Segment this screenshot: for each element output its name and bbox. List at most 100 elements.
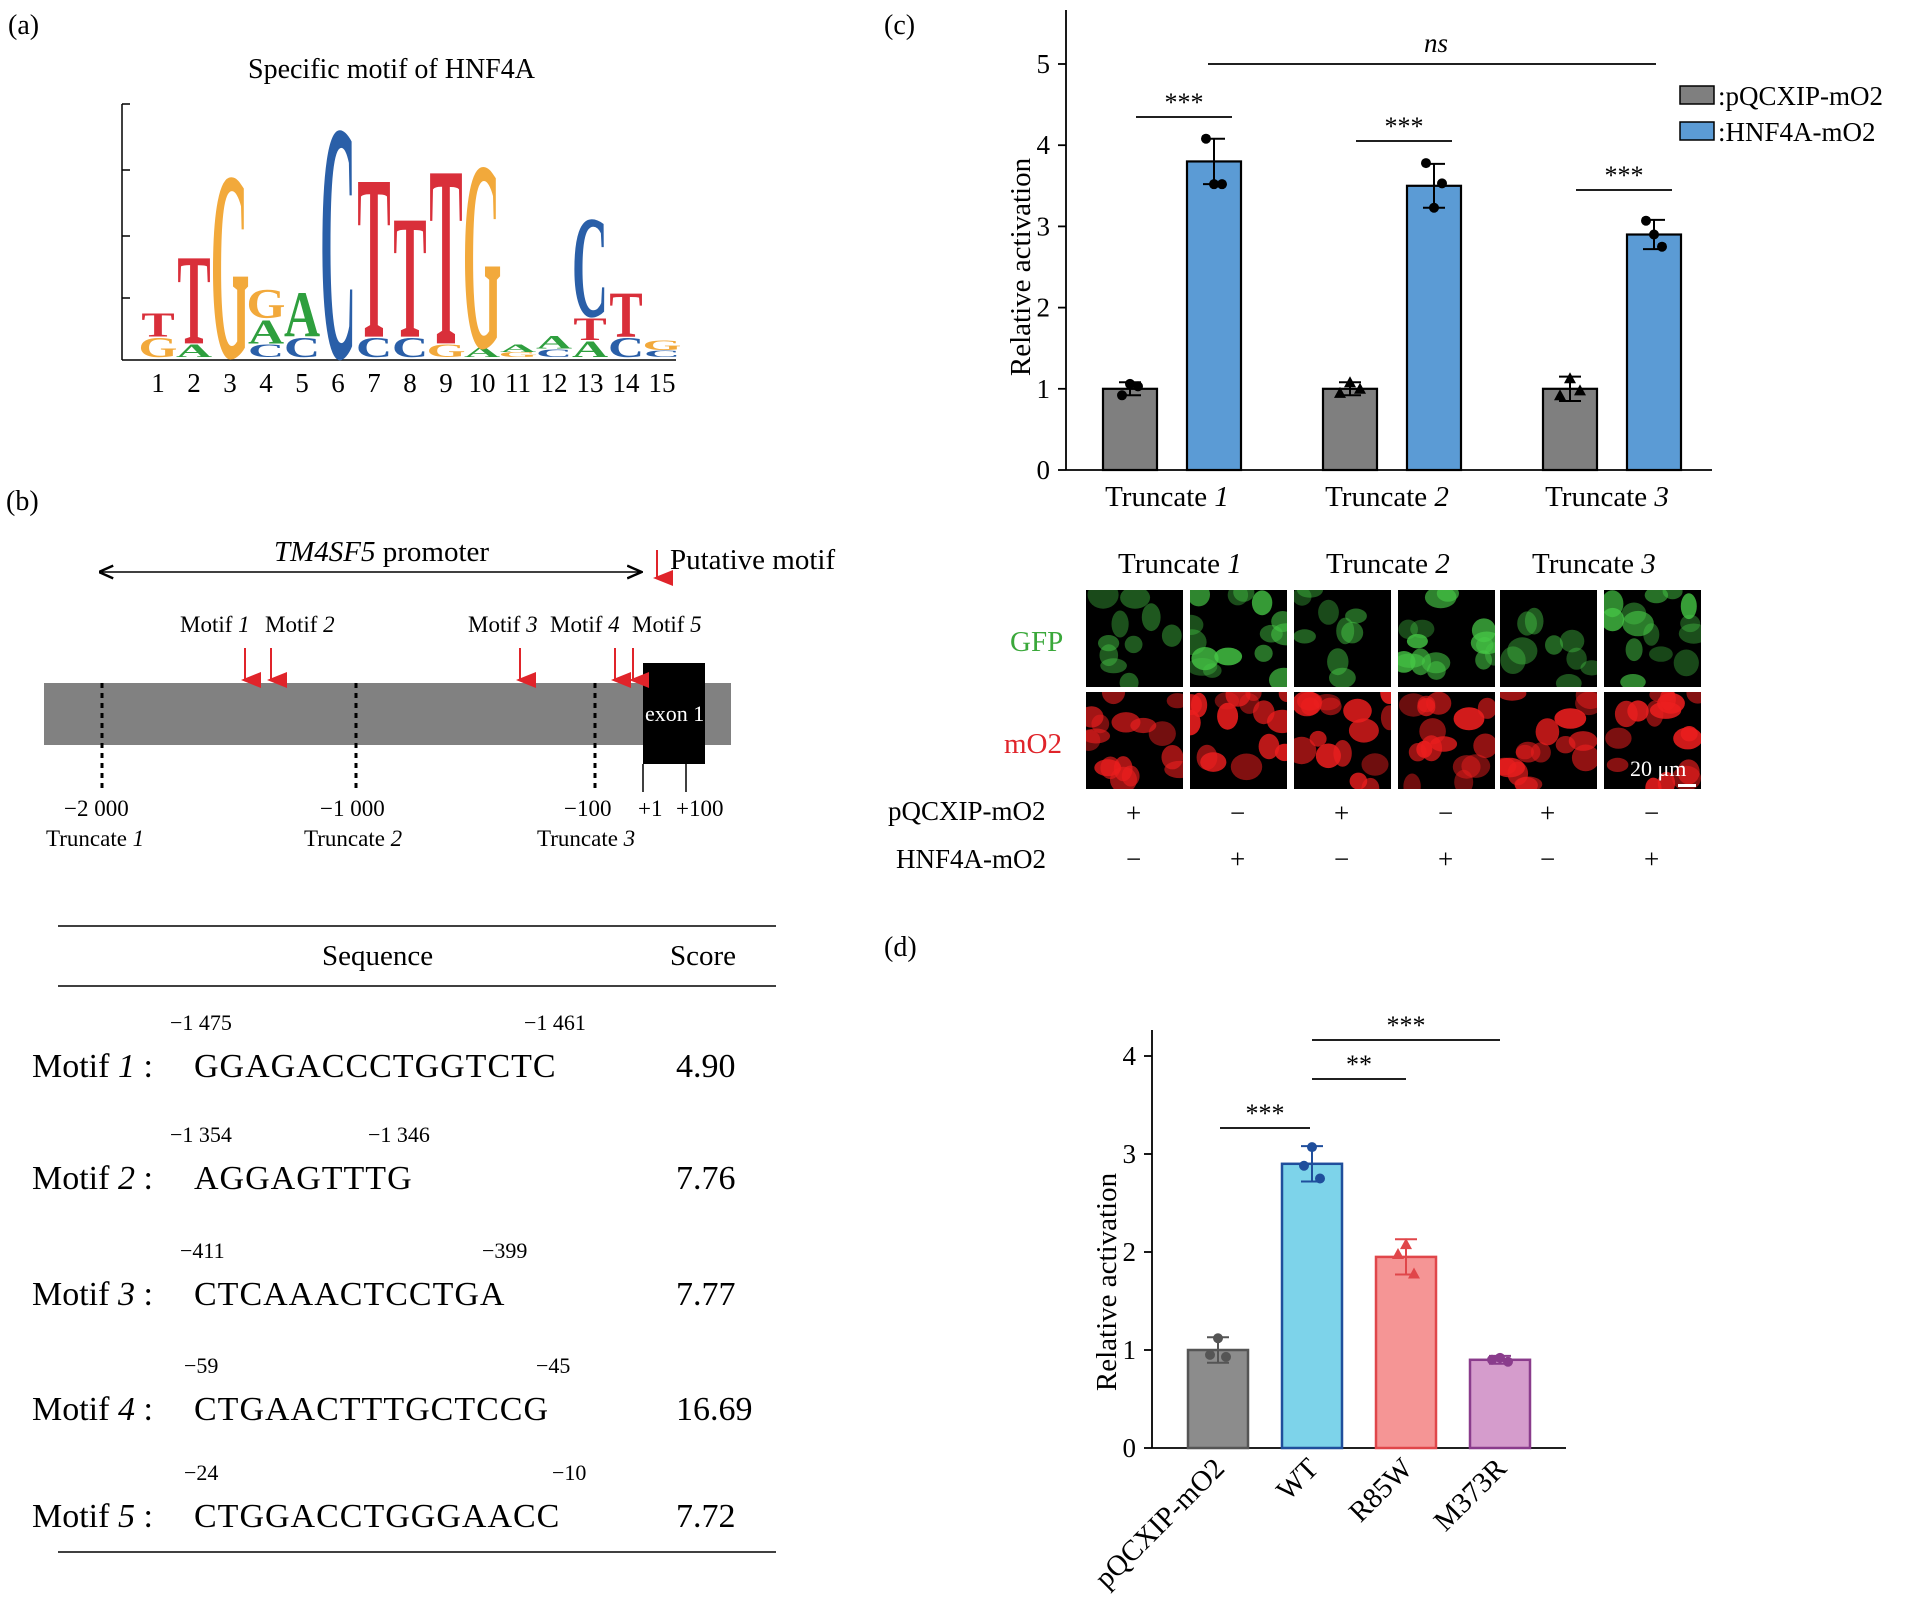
putative-motif-legend: Putative motif [670,544,836,576]
cell [1436,585,1459,602]
cell [1336,617,1355,645]
condition-sign: + [1334,798,1350,828]
data-point [1307,1142,1317,1153]
data-point [1209,179,1219,190]
cell [1473,733,1498,759]
motif-label-1: Motif 1 [180,612,250,637]
panel-b-label: (b) [6,486,39,517]
gene-name: TM4SF5 [274,536,376,568]
cell [1555,736,1576,754]
table-row: −411 −399 Motif 3 : CTCAAACTCCTGA 7.77 [0,1238,800,1338]
condition-sign: − [1644,798,1660,828]
motif-end-position: −1 346 [368,1122,430,1147]
legend-label: :HNF4A-mO2 [1718,117,1876,147]
cell [1535,718,1560,746]
cell [1524,607,1544,635]
mo2-microscopy-image [1398,691,1498,800]
data-point [1217,179,1227,190]
data-point [1429,202,1439,213]
cell [1217,702,1239,730]
cell [1625,638,1643,662]
condition-sign: − [1126,844,1142,874]
promoter-word: promoter [375,536,490,568]
y-tick-label: 4 [1037,130,1051,160]
data-point [1299,1160,1309,1171]
cell [1315,743,1341,769]
cell [1417,698,1436,717]
promoter-label: TM4SF5 promoter [274,536,489,569]
data-point [1564,372,1576,384]
cell [1643,623,1660,646]
condition-label-pqcxip: pQCXIP-mO2 [888,796,1046,826]
cell [1571,744,1600,772]
y-tick-label: 3 [1037,211,1051,241]
scale-bar [1678,784,1696,787]
cell [1500,646,1526,674]
condition-sign: + [1126,798,1142,828]
data-point [1574,384,1586,396]
data-point [1649,229,1659,240]
truncate-label-2: Truncate 2 [304,826,403,851]
motif-label-4: Motif 4 [550,612,620,637]
legend-swatch [1679,85,1715,105]
data-point [1495,1352,1505,1363]
significance-label: *** [1165,88,1204,117]
data-point [1408,1267,1420,1279]
motif-start-position: −1 354 [170,1122,232,1147]
cell [1427,661,1446,680]
motif-label-5: Motif 5 [632,612,702,637]
panel-d-label: (d) [884,932,917,963]
data-point [1315,1173,1325,1184]
y-tick-label: 1 [1037,374,1051,404]
cell [1120,586,1151,609]
motif-start-position: −1 475 [170,1010,232,1035]
cell [1343,698,1372,723]
data-point [1201,133,1211,144]
cell [1254,644,1273,662]
bar [1186,1348,1250,1450]
x-tick-label: Truncate 2 [1325,481,1449,513]
bar [1321,387,1379,472]
y-axis-label: Relative activation [1091,1172,1123,1391]
cell [1111,610,1129,638]
cell [1113,756,1133,782]
cell [1566,647,1587,670]
cell [1196,744,1218,770]
bar [1280,1162,1344,1450]
microscopy-column-header-3: Truncate 3 [1532,548,1656,580]
significance-label: ** [1346,1050,1372,1079]
cell [1341,621,1364,644]
y-tick-label: 1 [1123,1335,1137,1365]
y-tick-label: 2 [1123,1237,1137,1267]
y-tick-label: 4 [1123,1041,1137,1071]
microscopy-column-header-2: Truncate 2 [1326,548,1450,580]
table-row: −1 475 −1 461 Motif 1 : GGAGACCCTGGTCTC … [0,1010,800,1110]
data-point [1213,1333,1223,1344]
cell [1605,727,1632,749]
data-point [1354,382,1366,394]
motif-sequence: CTGGACCTGGGAACC [194,1498,561,1535]
cell [1100,658,1127,674]
condition-sign: − [1334,844,1350,874]
motif-score: 16.69 [676,1391,753,1428]
cell [1258,733,1280,760]
cell [1309,730,1327,747]
condition-sign: − [1540,844,1556,874]
condition-sign: − [1230,798,1246,828]
cell [1141,603,1161,632]
cell [1575,691,1603,716]
motif-end-position: −399 [482,1238,528,1263]
data-point [1400,1238,1412,1250]
motif-name: Motif 4 : [32,1391,153,1428]
mo2-row-label: mO2 [1004,728,1062,760]
cell [1081,728,1111,744]
data-point [1503,1356,1513,1367]
significance-label: *** [1387,1011,1426,1040]
bar [1101,387,1159,472]
cell [1286,736,1317,765]
gfp-microscopy-image [1392,585,1504,687]
cell [1559,629,1585,653]
data-point [1205,1349,1215,1360]
